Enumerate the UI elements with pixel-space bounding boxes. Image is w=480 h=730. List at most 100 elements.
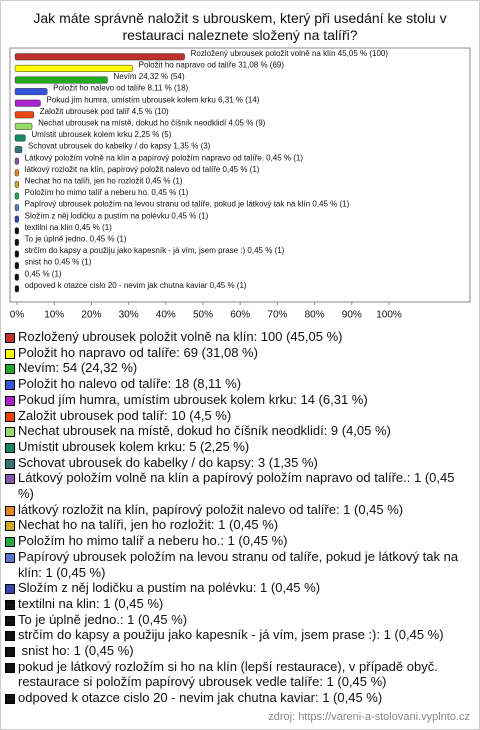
- bar: [14, 64, 133, 72]
- legend-label: Rozložený ubrousek položit volně na klín…: [18, 329, 343, 344]
- bar-label: odpoved k otazce cislo 20 - nevim jak ch…: [25, 281, 247, 290]
- x-tick-label: 70%: [267, 310, 287, 321]
- legend-item: Umístit ubrousek kolem krku: 5 (2,25 %): [4, 439, 472, 455]
- legend-item: odpoved k otazce cislo 20 - nevim jak ch…: [4, 690, 472, 706]
- legend-label: Založit ubrousek pod talíř: 10 (4,5 %): [18, 407, 232, 423]
- bar-label: snist ho 0,45 % (1): [25, 258, 92, 267]
- bar: [14, 53, 185, 61]
- bar-label: Látkový položím volně na klín a papírový…: [25, 153, 304, 162]
- legend-item: Papírový ubrousek položím na levou stran…: [4, 549, 472, 580]
- legend-item: strčím do kapsy a použiju jako kapesník …: [4, 627, 472, 643]
- legend-item: Nechat ho na talíři, jen ho rozložit: 1 …: [4, 517, 472, 533]
- legend-item: Rozložený ubrousek položit volně na klín…: [4, 329, 472, 345]
- chart-title: Jak máte správně naložit s ubrouskem, kt…: [33, 10, 447, 43]
- bar-label: Umístit ubrousek kolem krku 2,25 % (5): [31, 130, 171, 139]
- bar: [14, 285, 19, 293]
- legend-label: Umístit ubrousek kolem krku: 5 (2,25 %): [18, 438, 250, 454]
- legend-label: Položit ho napravo od talíře: 69 (31,08 …: [18, 344, 258, 360]
- legend-label: Položit ho nalevo od talíře: 18 (8,11 %): [18, 376, 242, 392]
- legend-item: Nechat ubrousek na místě, dokud ho číšní…: [4, 423, 472, 439]
- bar: [14, 215, 19, 223]
- chart: 0% 10% 20% 30% 40% 50% 60% 70% 80% 90% 100% Rozlože…: [9, 47, 471, 321]
- bar: [14, 204, 19, 212]
- bar-label: To je úplně jedno. 0,45 % (1): [25, 235, 127, 244]
- legend-item: Položit ho napravo od talíře: 69 (31,08 …: [4, 345, 472, 361]
- bar: [14, 250, 19, 258]
- bar: [14, 134, 26, 142]
- legend-label: Pokud jím humra, umístím ubrousek kolem …: [18, 391, 368, 407]
- bar-label: Založit ubrousek pod talíř 4,5 % (10): [40, 107, 169, 116]
- legend-swatch: [5, 364, 15, 375]
- bar-label: 0,45 % (1): [25, 269, 62, 278]
- bar-label: Položit ho nalevo od talíře 8,11 % (18): [53, 84, 188, 93]
- legend-item: Pokud jím humra, umístím ubrousek kolem …: [4, 392, 472, 408]
- bar: [14, 76, 108, 84]
- legend-label: To je úplně jedno.: 1 (0,45 %): [18, 611, 188, 627]
- legend-swatch: [5, 333, 15, 343]
- legend-swatch: [5, 521, 15, 532]
- bar: [14, 262, 19, 270]
- legend-item: snist ho: 1 (0,45 %): [4, 643, 472, 659]
- legend-label: strčím do kapsy a použiju jako kapesník …: [18, 627, 444, 643]
- legend-label: pokud je látkový rozložím si ho na klín …: [18, 658, 442, 690]
- legend-swatch: [5, 474, 15, 485]
- bar: [14, 122, 33, 130]
- legend-label: Složím z něj lodičku a pustím na polévku…: [18, 580, 321, 596]
- bar-label: Nevím 24,32 % (54): [113, 72, 184, 81]
- legend-label: textilni na klin: 1 (0,45 %): [18, 595, 164, 611]
- source: zdroj: https://vareni-a-stolovani.vyplnt…: [268, 711, 470, 723]
- legend-item: Položit ho nalevo od talíře: 18 (8,11 %): [4, 376, 472, 392]
- bar: [14, 273, 19, 281]
- legend-swatch: [5, 458, 15, 469]
- legend-label: Nechat ubrousek na místě, dokud ho číšní…: [18, 423, 391, 439]
- legend-item: pokud je látkový rozložím si ho na klín …: [4, 659, 472, 690]
- legend-swatch: [5, 631, 15, 642]
- legend-label: Položím ho mimo talíř a neberu ho.: 1 (0…: [18, 533, 288, 549]
- legend-label: látkový rozložit na klín, papírový polož…: [18, 501, 404, 517]
- legend-swatch: [5, 411, 15, 422]
- legend-label: Nevím: 54 (24,32 %): [18, 360, 138, 376]
- legend-item: Nevím: 54 (24,32 %): [4, 360, 472, 376]
- legend-swatch: [5, 694, 15, 705]
- legend-swatch: [5, 505, 15, 516]
- x-tick-label: 80%: [305, 310, 325, 321]
- bar-label: Položím ho mimo talíř a neberu ho. 0,45 …: [25, 188, 189, 197]
- bar-label: Rozložený ubrousek položit volně na klín…: [191, 49, 389, 58]
- legend-swatch: [5, 537, 15, 548]
- legend-swatch: [5, 427, 15, 438]
- bar-label: textilni na klin 0,45 % (1): [25, 223, 112, 232]
- x-tick-label: 20%: [81, 310, 101, 321]
- legend-swatch: [5, 662, 15, 673]
- x-tick-label: 10%: [44, 310, 64, 321]
- bar-label: strčím do kapsy a použiju jako kapesník …: [25, 246, 285, 255]
- legend: Rozložený ubrousek položit volně na klín…: [4, 329, 472, 706]
- bar-label: Papírový ubrousek položím na levou stran…: [25, 200, 350, 209]
- legend-swatch: [5, 552, 15, 563]
- bar: [14, 111, 34, 119]
- bar: [14, 192, 19, 200]
- legend-swatch: [5, 380, 15, 391]
- x-tick-label: 60%: [230, 310, 250, 321]
- legend-label: Nechat ho na talíři, jen ho rozložit: 1 …: [18, 517, 279, 533]
- legend-swatch: [5, 599, 15, 610]
- x-tick-label: 30%: [119, 310, 139, 321]
- x-tick-label: 90%: [342, 310, 362, 321]
- x-tick-label: 40%: [156, 310, 176, 321]
- bar-label: Nechat ho na talíři, jen ho rozložit 0,4…: [25, 177, 183, 186]
- plot-frame: [9, 47, 471, 303]
- legend-item: To je úplně jedno.: 1 (0,45 %): [4, 612, 472, 628]
- legend-swatch: [5, 348, 15, 359]
- bar: [14, 227, 19, 235]
- bar-label: látkový rozložit na klín, papírový polož…: [25, 165, 260, 174]
- legend-item: Schovat ubrousek do kabelky / do kapsy: …: [4, 455, 472, 471]
- legend-item: Složím z něj lodičku a pustím na polévku…: [4, 580, 472, 596]
- legend-item: látkový rozložit na klín, papírový polož…: [4, 502, 472, 518]
- bar: [14, 88, 48, 96]
- legend-item: Založit ubrousek pod talíř: 10 (4,5 %): [4, 408, 472, 424]
- bar: [14, 180, 19, 188]
- legend-swatch: [5, 442, 15, 453]
- legend-label: Látkový položím volně na klín a papírový…: [18, 470, 459, 502]
- x-tick-label: 100%: [376, 310, 402, 321]
- legend-item: textilni na klin: 1 (0,45 %): [4, 596, 472, 612]
